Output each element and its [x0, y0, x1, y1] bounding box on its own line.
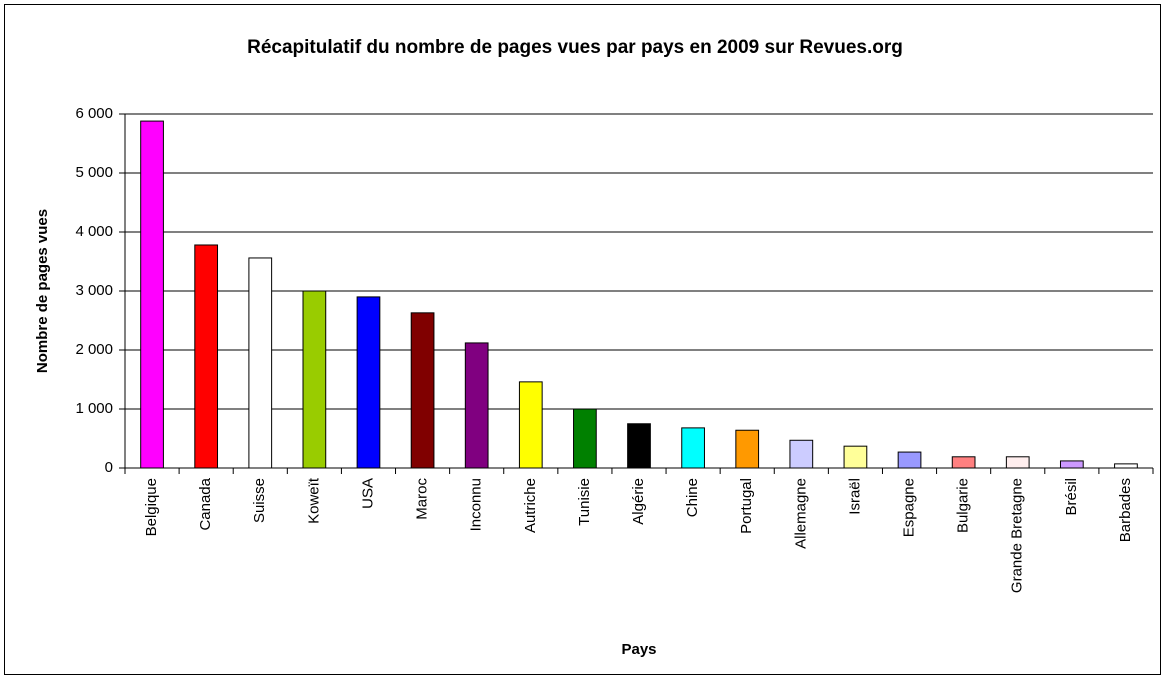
y-tick-label: 3 000 — [75, 282, 113, 299]
x-tick-label: Allemagne — [792, 478, 809, 549]
x-tick-label: Israël — [846, 478, 863, 515]
x-tick-label: Autriche — [522, 478, 539, 533]
x-tick-label: USA — [359, 478, 376, 509]
y-tick-label: 1 000 — [75, 400, 113, 417]
x-tick-label: Koweït — [305, 477, 322, 524]
bar — [735, 429, 760, 469]
bar — [1059, 460, 1084, 469]
x-tick-label: Algérie — [630, 478, 647, 525]
y-tick-label: 5 000 — [75, 164, 113, 181]
x-tick-label: Chine — [684, 478, 701, 517]
x-tick-label: Canada — [197, 477, 214, 530]
x-tick-label: Tunisie — [576, 478, 593, 526]
bar — [627, 423, 651, 469]
x-tick-label: Portugal — [738, 478, 755, 534]
bar — [681, 427, 705, 469]
bar — [1114, 463, 1138, 469]
bar — [897, 451, 922, 469]
bar — [951, 456, 976, 469]
y-tick-label: 0 — [105, 459, 113, 476]
x-tick-label: Suisse — [251, 478, 268, 523]
bar — [356, 296, 381, 469]
bar — [789, 439, 814, 469]
x-tick-label: Grande Bretagne — [1009, 478, 1026, 593]
x-tick-label: Espagne — [900, 478, 917, 537]
bar — [410, 312, 435, 469]
y-tick-label: 6 000 — [75, 105, 113, 122]
bar — [140, 120, 164, 469]
chart-title: Récapitulatif du nombre de pages vues pa… — [247, 37, 903, 58]
x-tick-label: Brésil — [1063, 478, 1080, 516]
y-tick-label: 4 000 — [75, 223, 113, 240]
x-tick-label: Bulgarie — [955, 478, 972, 533]
y-tick-label: 2 000 — [75, 341, 113, 358]
x-tick-label: Inconnu — [468, 478, 485, 531]
chart-border — [4, 4, 1161, 675]
x-tick-label: Maroc — [414, 478, 431, 520]
bar — [302, 290, 327, 469]
bar — [464, 342, 489, 469]
bar — [248, 257, 273, 469]
bar — [194, 244, 219, 469]
bar — [1005, 456, 1030, 469]
bar — [843, 445, 868, 469]
y-axis-title: Nombre de pages vues — [34, 209, 51, 373]
x-tick-label: Belgique — [143, 478, 160, 536]
bar — [573, 408, 597, 469]
bar — [518, 381, 543, 469]
x-tick-label: Barbades — [1117, 478, 1134, 542]
x-axis-title: Pays — [621, 641, 656, 658]
